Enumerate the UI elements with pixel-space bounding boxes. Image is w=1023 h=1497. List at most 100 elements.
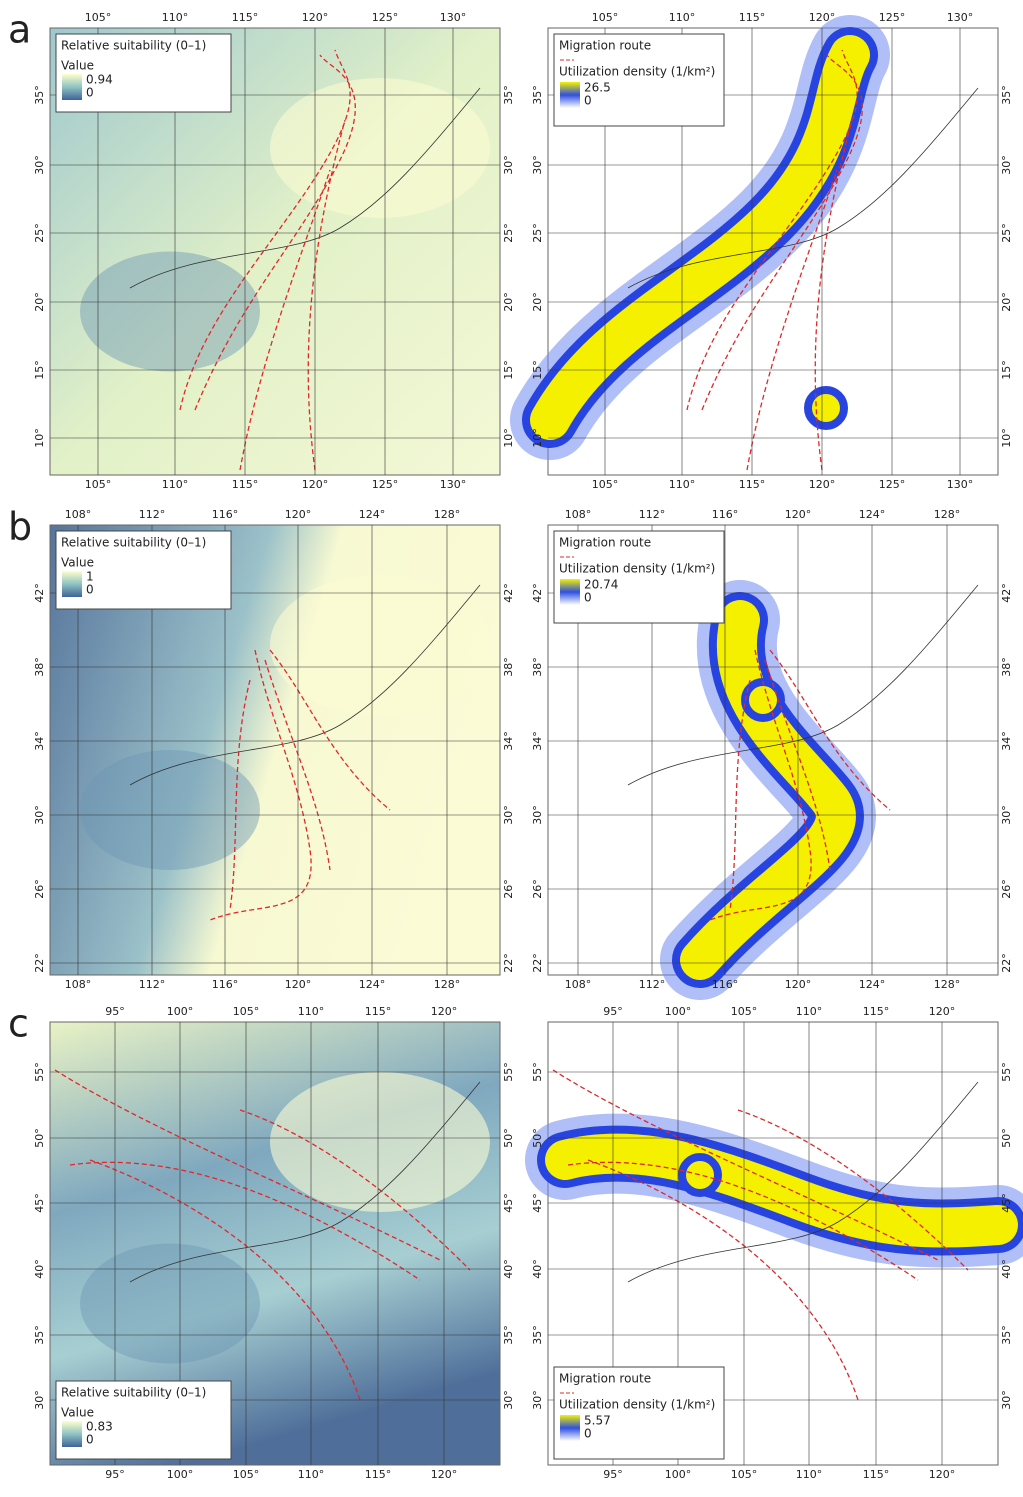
y-tick-label: 25° xyxy=(502,223,515,243)
suitability-patch xyxy=(80,1243,260,1364)
y-tick-label: 30° xyxy=(531,1390,544,1410)
y-tick-label: 35° xyxy=(1000,85,1013,105)
migration-route xyxy=(686,49,858,411)
x-tick-label: 108° xyxy=(65,978,92,991)
x-tick-label: 110° xyxy=(298,1005,325,1018)
legend-max: 20.74 xyxy=(584,578,618,592)
x-tick-label: 100° xyxy=(167,1468,194,1481)
y-tick-label: 45° xyxy=(531,1193,544,1213)
x-tick-label: 112° xyxy=(639,978,666,991)
y-tick-label: 50° xyxy=(1000,1128,1013,1148)
y-tick-label: 35° xyxy=(502,1325,515,1345)
x-tick-label: 120° xyxy=(785,978,812,991)
legend-title: Relative suitability (0–1) xyxy=(61,1386,206,1400)
suitability-patch xyxy=(80,251,260,372)
x-tick-label: 120° xyxy=(785,508,812,521)
legend-box xyxy=(553,33,725,127)
x-tick-label: 116° xyxy=(212,508,239,521)
y-tick-label: 10° xyxy=(502,428,515,448)
legend-colorbar xyxy=(62,1421,82,1447)
y-tick-label: 22° xyxy=(33,953,46,973)
x-tick-label: 124° xyxy=(859,508,886,521)
legend-colorbar xyxy=(560,82,580,108)
y-tick-label: 35° xyxy=(531,1325,544,1345)
x-tick-label: 105° xyxy=(85,478,112,491)
x-tick-label: 115° xyxy=(739,478,766,491)
x-tick-label: 120° xyxy=(809,478,836,491)
y-tick-label: 35° xyxy=(1000,1325,1013,1345)
y-tick-label: 15° xyxy=(33,360,46,380)
y-tick-label: 55° xyxy=(33,1062,46,1082)
legend-max: 0.83 xyxy=(86,1420,113,1434)
migration-route xyxy=(567,1161,919,1281)
x-tick-label: 120° xyxy=(302,11,329,24)
y-tick-label: 50° xyxy=(531,1128,544,1148)
y-tick-label: 30° xyxy=(502,155,515,175)
legend-min: 0 xyxy=(86,1433,94,1447)
x-tick-label: 95° xyxy=(603,1468,623,1481)
coastline xyxy=(627,1081,979,1283)
x-tick-label: 100° xyxy=(665,1468,692,1481)
x-tick-label: 115° xyxy=(863,1005,890,1018)
x-tick-label: 115° xyxy=(739,11,766,24)
migration-route xyxy=(69,1161,421,1281)
y-tick-label: 26° xyxy=(1000,879,1013,899)
y-tick-label: 35° xyxy=(33,1325,46,1345)
migration-route xyxy=(307,119,346,471)
y-tick-label: 15° xyxy=(531,360,544,380)
x-tick-label: 120° xyxy=(302,478,329,491)
legend-max: 0.94 xyxy=(86,73,113,87)
y-tick-label: 30° xyxy=(531,805,544,825)
y-tick-label: 25° xyxy=(33,223,46,243)
x-tick-label: 110° xyxy=(796,1468,823,1481)
y-tick-label: 15° xyxy=(1000,360,1013,380)
x-tick-label: 100° xyxy=(167,1005,194,1018)
y-tick-label: 45° xyxy=(502,1193,515,1213)
x-tick-label: 108° xyxy=(65,508,92,521)
migration-route xyxy=(552,1069,939,1261)
y-tick-label: 35° xyxy=(33,85,46,105)
y-tick-label: 38° xyxy=(1000,657,1013,677)
y-tick-label: 15° xyxy=(502,360,515,380)
x-tick-label: 124° xyxy=(859,978,886,991)
legend-min: 0 xyxy=(584,591,592,605)
y-tick-label: 25° xyxy=(1000,223,1013,243)
legend-colorbar xyxy=(62,571,82,597)
legend-colorbar xyxy=(560,1415,580,1441)
y-tick-label: 30° xyxy=(502,805,515,825)
x-tick-label: 130° xyxy=(440,478,467,491)
y-tick-label: 55° xyxy=(531,1062,544,1082)
x-tick-label: 125° xyxy=(372,11,399,24)
y-tick-label: 40° xyxy=(1000,1259,1013,1279)
x-tick-label: 116° xyxy=(212,978,239,991)
x-tick-label: 115° xyxy=(863,1468,890,1481)
legend-box xyxy=(553,530,725,624)
y-tick-label: 38° xyxy=(33,657,46,677)
legend-title: Utilization density (1/km²) xyxy=(559,1398,715,1412)
y-tick-label: 10° xyxy=(1000,428,1013,448)
legend-min: 0 xyxy=(584,1427,592,1441)
x-tick-label: 115° xyxy=(232,11,259,24)
y-tick-label: 30° xyxy=(531,155,544,175)
legend-title: Utilization density (1/km²) xyxy=(559,65,715,79)
y-tick-label: 30° xyxy=(1000,155,1013,175)
migration-route xyxy=(239,169,331,471)
coastline xyxy=(627,87,979,289)
legend-route-label: Migration route xyxy=(559,536,651,550)
migration-route xyxy=(239,1109,471,1271)
legend-route-label: Migration route xyxy=(559,1372,651,1386)
x-tick-label: 115° xyxy=(365,1468,392,1481)
x-tick-label: 120° xyxy=(285,508,312,521)
y-tick-label: 34° xyxy=(33,731,46,751)
y-tick-label: 10° xyxy=(33,428,46,448)
density-ring xyxy=(678,1153,722,1197)
migration-route xyxy=(764,659,831,871)
y-tick-label: 30° xyxy=(502,1390,515,1410)
y-tick-label: 35° xyxy=(531,85,544,105)
coastline xyxy=(129,87,481,289)
legend-max: 1 xyxy=(86,570,94,584)
x-tick-label: 124° xyxy=(359,508,386,521)
y-tick-label: 55° xyxy=(1000,1062,1013,1082)
migration-route xyxy=(709,649,812,921)
